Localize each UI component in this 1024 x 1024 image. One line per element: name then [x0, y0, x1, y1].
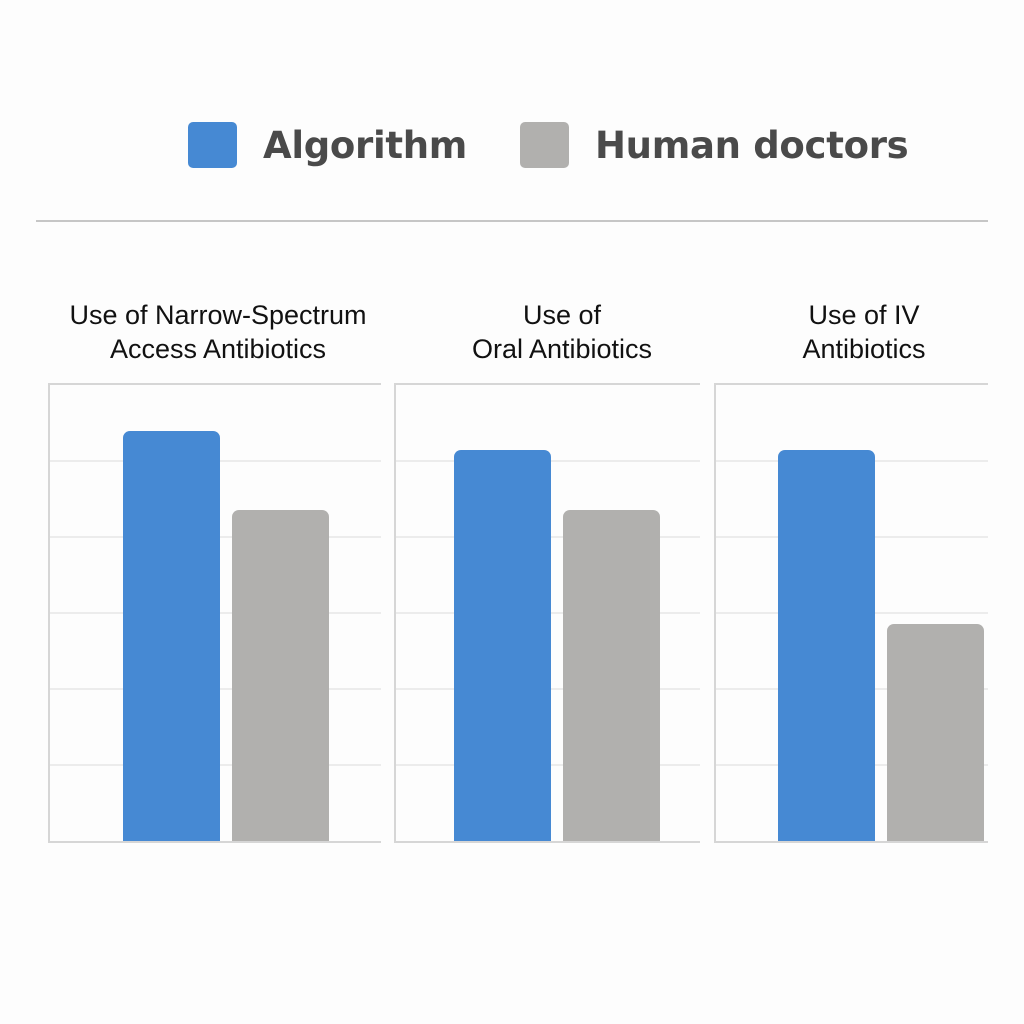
chart-legend: Algorithm Human doctors: [0, 118, 1024, 172]
panel-title-line1: Use of: [522, 300, 602, 330]
legend-swatch-algorithm: [188, 122, 237, 168]
panel-title-iv: Use of IV Antibiotics: [714, 298, 1014, 366]
panel-title-line2: Antibiotics: [802, 334, 926, 364]
panel-title-line1: Use of Narrow-Spectrum: [69, 300, 367, 330]
bar-human-doctors: [887, 624, 984, 841]
legend-item-human-doctors: Human doctors: [520, 118, 909, 172]
panel-title-narrow-spectrum: Use of Narrow-Spectrum Access Antibiotic…: [48, 298, 388, 366]
plot-panel-narrow-spectrum: [48, 383, 381, 843]
legend-item-algorithm: Algorithm: [188, 118, 467, 172]
bar-algorithm: [778, 449, 875, 841]
plot-panel-oral: [394, 383, 700, 843]
legend-label-human-doctors: Human doctors: [595, 123, 909, 167]
panel-title-oral: Use of Oral Antibiotics: [394, 298, 730, 366]
legend-swatch-human-doctors: [520, 122, 569, 168]
bar-algorithm: [454, 449, 551, 841]
panel-title-line2: Access Antibiotics: [109, 334, 327, 364]
legend-divider: [36, 220, 988, 222]
bar-algorithm: [123, 430, 220, 841]
legend-label-algorithm: Algorithm: [263, 123, 468, 167]
plot-panel-iv: [714, 383, 988, 843]
bar-human-doctors: [232, 510, 329, 841]
panel-title-line1: Use of IV: [808, 300, 920, 330]
bar-human-doctors: [563, 510, 660, 841]
panel-title-line2: Oral Antibiotics: [471, 334, 653, 364]
